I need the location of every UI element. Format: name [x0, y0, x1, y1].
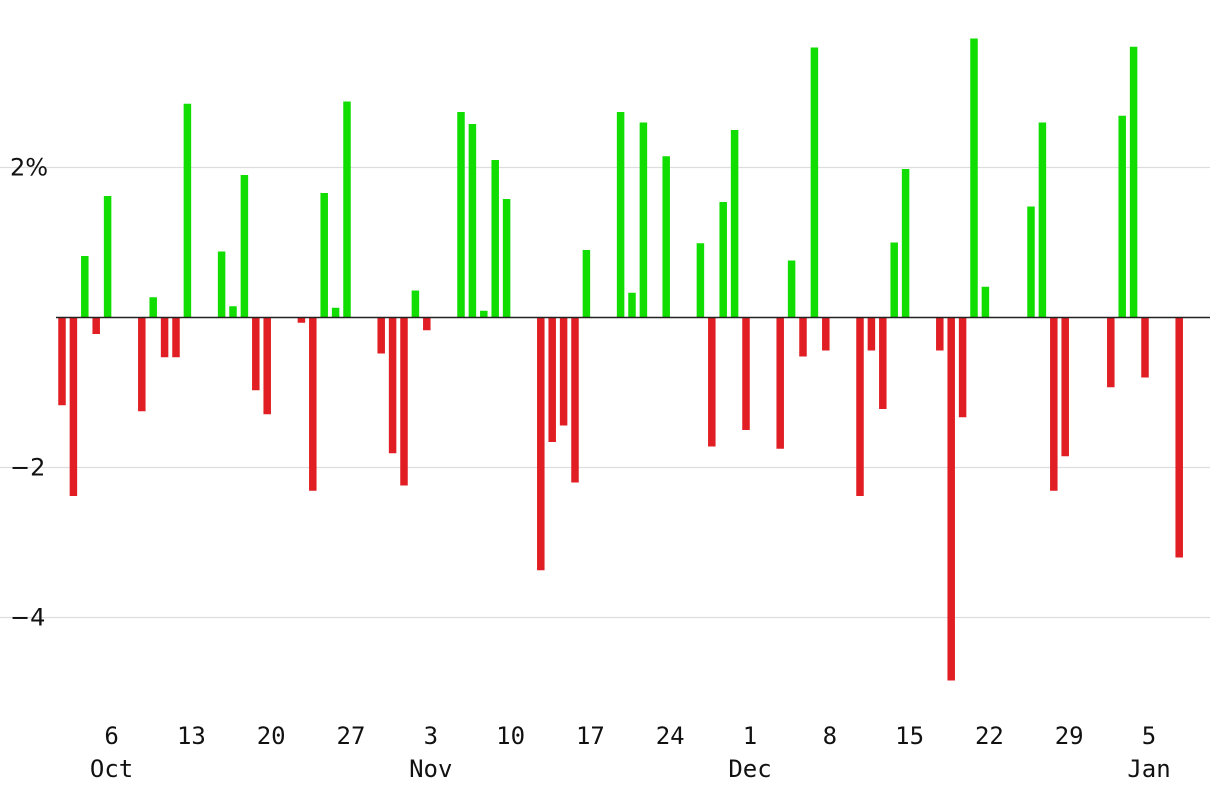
bar-2023-10-19 — [252, 317, 260, 391]
bar-2023-11-24 — [662, 156, 670, 318]
bar-2023-10-06 — [103, 196, 112, 318]
bar-2023-10-03 — [69, 317, 78, 496]
bar-2023-10-13 — [183, 103, 192, 318]
bar-2023-10-30 — [377, 317, 385, 354]
x-month-label-nov: Nov — [409, 755, 452, 783]
bar-2023-11-27 — [696, 243, 705, 318]
x-tick-label-3: 27 — [337, 722, 366, 750]
bar-2023-10-02 — [58, 317, 66, 406]
bar-2023-12-04 — [776, 317, 784, 449]
bar-2023-11-28 — [708, 317, 716, 447]
bar-2023-11-17 — [582, 250, 591, 318]
bar-2023-11-22 — [639, 122, 648, 318]
bar-2023-11-07 — [468, 124, 477, 318]
bar-2024-01-03 — [1118, 115, 1126, 318]
bar-2023-11-09 — [491, 160, 499, 318]
bar-2023-10-27 — [343, 101, 351, 318]
x-tick-label-2: 20 — [257, 722, 286, 750]
bar-2023-10-25 — [320, 193, 328, 318]
x-tick-label-10: 15 — [895, 722, 924, 750]
bar-2023-12-22 — [981, 286, 990, 318]
x-tick-label-9: 8 — [823, 722, 837, 750]
y-axis-tick-labels: 2% −2 −4 — [10, 154, 48, 632]
bar-2023-12-14 — [890, 242, 898, 318]
bar-2023-10-31 — [388, 317, 397, 454]
bar-2023-10-24 — [309, 317, 317, 491]
x-tick-label-5: 10 — [496, 722, 525, 750]
bar-2023-10-18 — [240, 175, 249, 318]
bar-2023-11-10 — [502, 199, 511, 318]
bar-2023-11-15 — [559, 317, 568, 426]
x-tick-label-7: 24 — [656, 722, 685, 750]
x-month-label-jan: Jan — [1127, 755, 1170, 783]
x-tick-label-12: 29 — [1055, 722, 1084, 750]
bar-2023-10-04 — [81, 256, 89, 318]
x-tick-label-6: 17 — [576, 722, 605, 750]
bar-2023-12-06 — [799, 317, 807, 357]
bar-2023-12-15 — [901, 169, 910, 318]
x-tick-label-4: 3 — [424, 722, 438, 750]
bar-2023-11-21 — [628, 292, 636, 318]
x-tick-label-8: 1 — [743, 722, 757, 750]
gridlines — [0, 166, 1210, 619]
bar-2023-11-20 — [616, 112, 625, 318]
bar-2023-11-29 — [719, 202, 727, 318]
bar-2023-10-23 — [297, 317, 306, 323]
bar-2023-12-18 — [936, 317, 944, 351]
bar-2024-01-04 — [1129, 46, 1138, 318]
x-month-label-dec: Dec — [728, 755, 771, 783]
x-month-label-oct: Oct — [90, 755, 133, 783]
x-tick-label-11: 22 — [975, 722, 1004, 750]
bar-2023-11-30 — [730, 130, 739, 318]
bar-2023-10-16 — [217, 251, 226, 318]
bar-2023-10-05 — [92, 317, 100, 334]
bar-2023-12-19 — [947, 317, 955, 681]
y-tick-label-1: −2 — [10, 454, 45, 482]
bar-2023-12-20 — [958, 317, 967, 418]
bars — [58, 38, 1183, 681]
bar-2024-01-08 — [1175, 317, 1183, 558]
bar-2023-11-14 — [548, 317, 556, 442]
x-tick-label-1: 13 — [177, 722, 206, 750]
bar-2024-01-05 — [1141, 317, 1149, 378]
bar-2023-12-11 — [856, 317, 864, 496]
bar-2023-12-12 — [867, 317, 876, 351]
bar-2023-12-29 — [1061, 317, 1069, 457]
x-tick-label-0: 6 — [104, 722, 118, 750]
bar-2024-01-02 — [1107, 317, 1115, 388]
x-tick-label-13: 5 — [1142, 722, 1156, 750]
bar-2023-12-21 — [970, 38, 978, 318]
bar-2023-12-05 — [787, 260, 796, 318]
bar-2023-11-08 — [480, 310, 488, 318]
bar-2023-11-16 — [571, 317, 579, 483]
bar-2023-10-17 — [229, 306, 237, 318]
bar-2023-12-26 — [1027, 206, 1035, 318]
bar-2023-12-01 — [742, 317, 750, 430]
bar-2023-12-13 — [879, 317, 887, 409]
bar-2023-12-07 — [810, 47, 819, 318]
bar-2023-12-27 — [1038, 122, 1047, 318]
bar-2023-12-28 — [1050, 317, 1058, 491]
bar-2023-10-10 — [149, 297, 157, 318]
bar-2023-12-08 — [822, 317, 830, 351]
x-axis-tick-labels: 6 Oct 13 20 27 3 Nov 10 17 24 1 Dec 8 15 22 29 5 Jan — [90, 722, 1171, 783]
bar-2023-11-01 — [400, 317, 408, 486]
bar-2023-11-06 — [457, 112, 465, 318]
y-tick-label-0: 2% — [10, 154, 48, 182]
bar-2023-10-12 — [172, 317, 180, 358]
bar-2023-10-26 — [331, 307, 340, 318]
y-tick-label-2: −4 — [10, 604, 45, 632]
bar-2023-10-20 — [263, 317, 271, 415]
bar-2023-11-02 — [411, 290, 420, 318]
bar-2023-10-09 — [138, 317, 146, 412]
bar-2023-11-13 — [537, 317, 545, 571]
bar-2023-11-03 — [423, 317, 431, 331]
bar-2023-10-11 — [160, 317, 169, 358]
